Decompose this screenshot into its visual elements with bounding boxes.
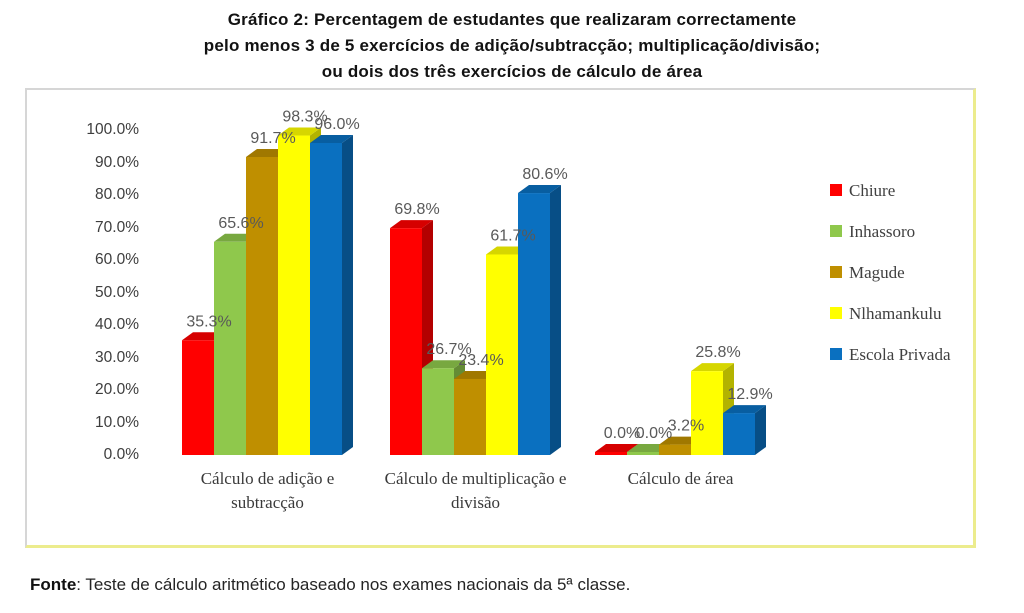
- legend-label: Magude: [849, 263, 905, 282]
- value-label: 96.0%: [314, 116, 359, 133]
- value-label: 61.7%: [490, 227, 535, 244]
- value-label: 69.8%: [394, 201, 439, 218]
- legend-label: Inhassoro: [849, 222, 916, 241]
- legend-swatch-icon: [830, 307, 842, 319]
- y-tick-label: 90.0%: [95, 153, 139, 171]
- bar-escola-privada-cat1: [310, 135, 353, 455]
- value-label: 3.2%: [668, 418, 704, 435]
- x-category-label: Cálculo de multiplicação e divisão: [384, 469, 567, 512]
- y-tick-label: 0.0%: [103, 446, 139, 463]
- value-label: 23.4%: [458, 352, 503, 369]
- legend-label: Chiure: [849, 181, 896, 200]
- legend-swatch-icon: [830, 225, 842, 237]
- legend-label: Escola Privada: [849, 345, 951, 364]
- value-label: 91.7%: [250, 130, 295, 147]
- legend: Chiure Inhassoro Magude Nlhamankulu Esco…: [830, 180, 962, 365]
- legend-item-inhassoro: Inhassoro: [830, 221, 962, 242]
- value-label: 12.9%: [727, 386, 772, 403]
- y-tick-label: 10.0%: [95, 413, 139, 431]
- bar-escola-privada-cat2: [518, 185, 561, 456]
- y-tick-label: 70.0%: [95, 218, 139, 236]
- x-category-label: Cálculo de adição e subtracção: [200, 469, 335, 512]
- chart-title-line-3: ou dois dos três exercícios de cálculo d…: [321, 62, 703, 81]
- source-note: Fonte: Teste de cálculo aritmético basea…: [30, 575, 630, 595]
- value-label: 65.6%: [218, 215, 263, 232]
- chart-title-line-2: pelo menos 3 de 5 exercícios de adição/s…: [203, 36, 821, 55]
- chart-area: 35.3% 65.6% 91.7% 98.3% 96.0% 69.8% 26.7% 23.4%…: [25, 88, 976, 548]
- y-tick-label: 60.0%: [95, 251, 139, 268]
- value-label: 80.6%: [522, 166, 567, 183]
- legend-swatch-icon: [830, 348, 842, 360]
- legend-item-nlhamankulu: Nlhamankulu: [830, 303, 962, 324]
- chart-title-line-1: Gráfico 2: Percentagem de estudantes que…: [227, 10, 797, 29]
- value-label: 25.8%: [695, 344, 740, 361]
- value-label: 26.7%: [426, 341, 471, 358]
- legend-item-escola-privada: Escola Privada: [830, 344, 962, 365]
- bar-escola-privada-cat3: [723, 405, 766, 455]
- legend-label: Nlhamankulu: [849, 304, 942, 323]
- source-note-label: Fonte: [30, 575, 77, 594]
- legend-item-magude: Magude: [830, 262, 962, 283]
- source-note-text: : Teste de cálculo aritmético baseado no…: [76, 575, 631, 594]
- y-tick-label: 40.0%: [95, 316, 139, 333]
- y-tick-label: 30.0%: [95, 348, 139, 366]
- y-tick-label: 50.0%: [95, 283, 139, 301]
- x-category-label: Cálculo de área: [627, 469, 734, 488]
- y-tick-label: 20.0%: [95, 381, 139, 398]
- legend-item-chiure: Chiure: [830, 180, 962, 201]
- value-label: 0.0%: [636, 425, 672, 442]
- value-label: 35.3%: [186, 313, 231, 330]
- legend-swatch-icon: [830, 184, 842, 196]
- bars-canvas: 35.3% 65.6% 91.7% 98.3%96.0% 69.8% 26.7%23.4%…: [182, 109, 773, 456]
- y-tick-label: 100.0%: [86, 121, 139, 138]
- value-label: 98.3%: [282, 109, 327, 126]
- y-tick-label: 80.0%: [95, 186, 139, 203]
- chart-title: Gráfico 2: Percentagem de estudantes que…: [0, 7, 1024, 85]
- legend-swatch-icon: [830, 266, 842, 278]
- plot-area: 35.3% 65.6% 91.7% 98.3% 96.0% 69.8% 26.7% 23.4%…: [27, 90, 973, 545]
- value-label: 0.0%: [604, 425, 640, 442]
